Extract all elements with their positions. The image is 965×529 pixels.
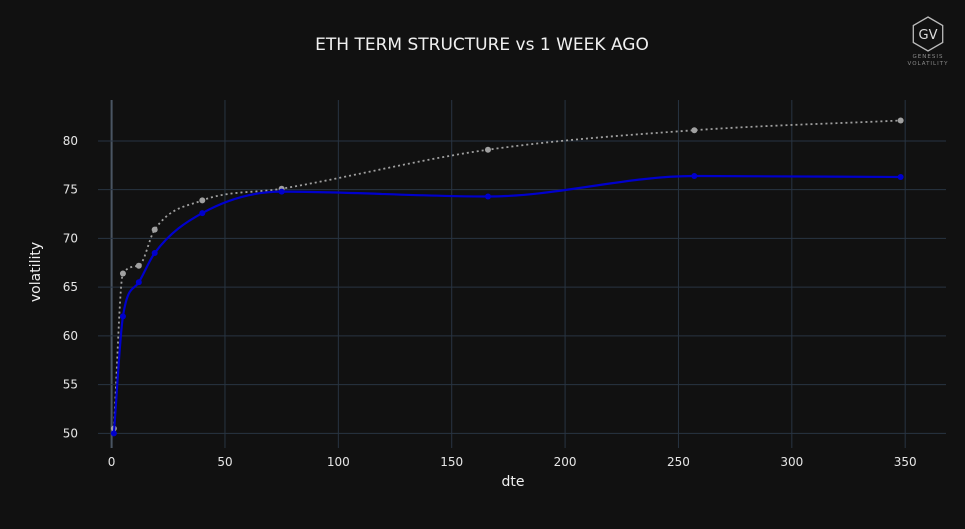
- y-tick-labels: 50 55 60 65 70 75 80: [63, 134, 78, 440]
- data-point[interactable]: [897, 174, 904, 181]
- chart-title: ETH TERM STRUCTURE vs 1 WEEK AGO: [315, 35, 649, 55]
- y-tick-label: 80: [63, 134, 78, 148]
- data-point[interactable]: [691, 173, 698, 180]
- logo-line1: GENESIS: [913, 54, 944, 60]
- series-current: [110, 173, 904, 437]
- data-point[interactable]: [135, 262, 142, 269]
- x-tick-label: 200: [554, 455, 577, 469]
- genesis-volatility-logo: GV GENESIS VOLATILITY: [908, 16, 949, 67]
- data-point[interactable]: [119, 270, 126, 277]
- x-tick-label: 150: [440, 455, 463, 469]
- series-line: [112, 174, 901, 434]
- data-point[interactable]: [278, 188, 285, 195]
- data-point[interactable]: [897, 117, 904, 124]
- x-tick-label: 250: [667, 455, 690, 469]
- data-point[interactable]: [151, 226, 158, 233]
- x-tick-label: 100: [327, 455, 350, 469]
- y-gridlines: [98, 140, 946, 434]
- y-axis-label: volatility: [28, 242, 44, 302]
- data-point[interactable]: [199, 210, 206, 217]
- x-gridlines: [110, 100, 906, 448]
- y-tick-label: 50: [63, 426, 78, 440]
- logo-line2: VOLATILITY: [908, 61, 949, 67]
- x-tick-label: 300: [780, 455, 803, 469]
- data-point[interactable]: [151, 250, 158, 257]
- series-layer: [110, 117, 904, 437]
- data-point[interactable]: [484, 193, 491, 200]
- data-point[interactable]: [691, 127, 698, 134]
- y-tick-label: 60: [63, 329, 78, 343]
- data-point[interactable]: [135, 279, 142, 286]
- x-axis-label: dte: [502, 474, 525, 490]
- y-tick-label: 55: [63, 378, 78, 392]
- logo-monogram: GV: [919, 28, 938, 43]
- y-tick-label: 65: [63, 280, 78, 294]
- x-tick-label: 0: [108, 455, 116, 469]
- y-tick-label: 70: [63, 231, 78, 245]
- series-line: [112, 119, 901, 429]
- x-tick-labels: 0 50 100 150 200 250 300 350: [108, 455, 917, 469]
- x-tick-label: 50: [217, 455, 232, 469]
- data-point[interactable]: [484, 146, 491, 153]
- series-1-week-ago: [110, 117, 904, 432]
- logo-hexagon-icon: [912, 16, 944, 52]
- x-tick-label: 350: [894, 455, 917, 469]
- data-point[interactable]: [199, 197, 206, 204]
- y-tick-label: 75: [63, 183, 78, 197]
- data-point[interactable]: [110, 430, 117, 437]
- data-point[interactable]: [119, 313, 126, 320]
